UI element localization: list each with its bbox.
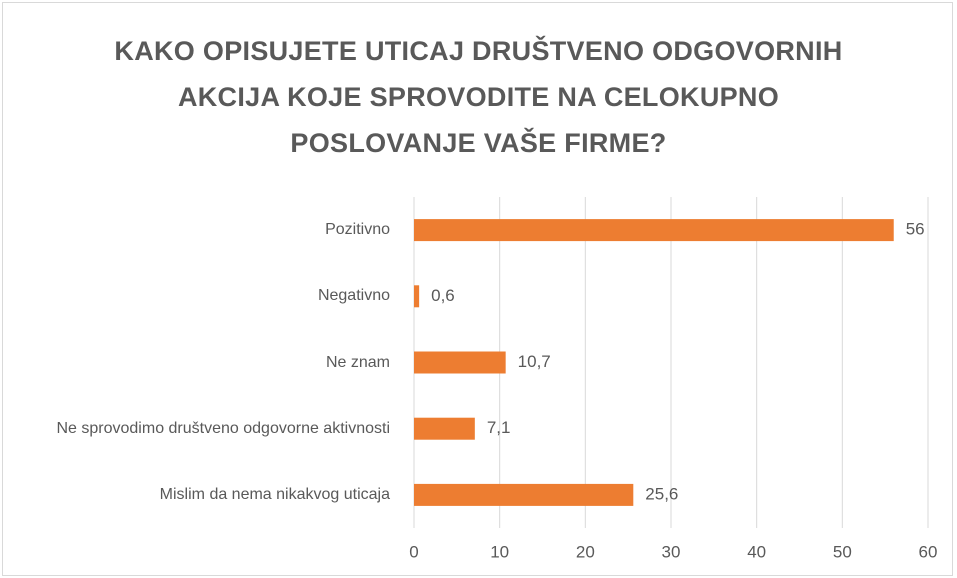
- chart-title: KAKO OPISUJETE UTICAJ DRUŠTVENO ODGOVORN…: [114, 36, 843, 158]
- bar: [414, 417, 475, 440]
- data-label: 56: [906, 220, 925, 239]
- x-tick-label: 60: [919, 542, 938, 561]
- data-label: 0,6: [431, 286, 455, 305]
- x-tick-label: 40: [747, 542, 766, 561]
- category-label: Negativno: [317, 287, 390, 305]
- bar: [414, 351, 506, 374]
- bar: [414, 483, 634, 506]
- category-label: Ne znam: [325, 353, 390, 371]
- x-tick-label: 0: [409, 542, 418, 561]
- x-tick-label: 50: [833, 542, 852, 561]
- data-label: 7,1: [487, 418, 511, 437]
- bar: [414, 285, 420, 308]
- category-label: Mislim da nema nikakvog uticaja: [159, 485, 390, 503]
- category-label: Pozitivno: [325, 221, 390, 239]
- x-tick-label: 10: [490, 542, 509, 561]
- x-tick-label: 30: [662, 542, 681, 561]
- bar: [414, 219, 894, 242]
- category-label: Ne sprovodimo društveno odgovorne aktivn…: [56, 419, 390, 437]
- x-tick-label: 20: [576, 542, 595, 561]
- data-label: 25,6: [645, 484, 678, 503]
- data-label: 10,7: [518, 352, 551, 371]
